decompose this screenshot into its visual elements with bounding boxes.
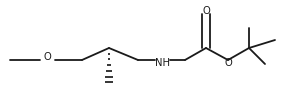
Text: O: O [43,52,51,62]
Text: O: O [202,6,210,16]
Text: NH: NH [154,58,170,68]
Text: O: O [224,58,232,68]
